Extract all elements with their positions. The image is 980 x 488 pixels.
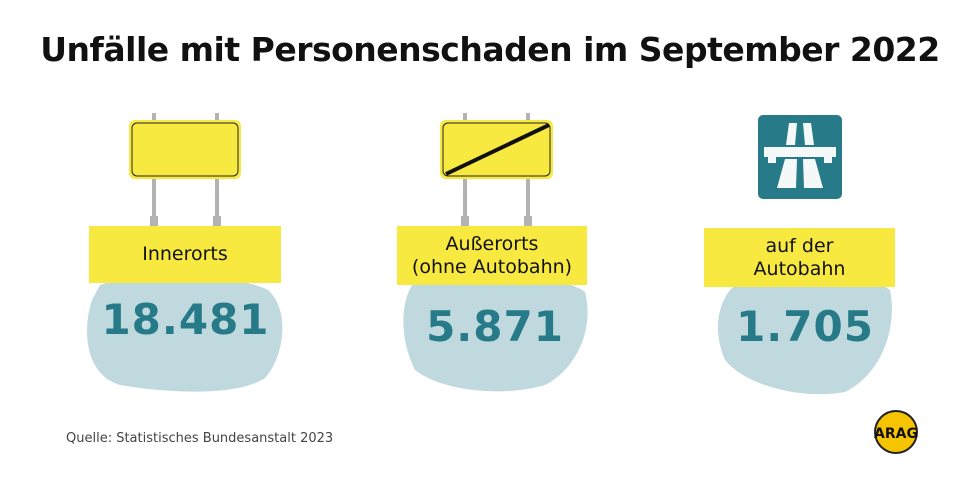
svg-text:ARAG: ARAG bbox=[874, 426, 918, 442]
page-title: Unfälle mit Personenschaden im September… bbox=[40, 30, 940, 69]
town-exit-sign-icon bbox=[440, 113, 553, 226]
motorway-sign-icon bbox=[758, 115, 842, 199]
label-innerorts: Innerorts bbox=[89, 226, 281, 283]
value-autobahn: 1.705 bbox=[736, 302, 874, 351]
label-autobahn: auf der Autobahn bbox=[704, 228, 895, 287]
arag-logo: ARAG bbox=[874, 410, 918, 454]
label-line: Autobahn bbox=[753, 257, 846, 280]
value-ausserorts: 5.871 bbox=[426, 302, 564, 351]
label-line: auf der bbox=[765, 234, 834, 257]
blob-autobahn bbox=[717, 276, 892, 395]
label-line: (ohne Autobahn) bbox=[411, 255, 573, 278]
blob-ausserorts bbox=[403, 275, 588, 392]
label-ausserorts: Außerorts (ohne Autobahn) bbox=[397, 226, 587, 285]
blob-innerorts bbox=[87, 274, 283, 392]
value-innerorts: 18.481 bbox=[101, 295, 270, 344]
label-line: Außerorts bbox=[445, 232, 539, 255]
town-entrance-sign-icon bbox=[129, 113, 241, 226]
source-note: Quelle: Statistisches Bundesanstalt 2023 bbox=[66, 431, 334, 446]
